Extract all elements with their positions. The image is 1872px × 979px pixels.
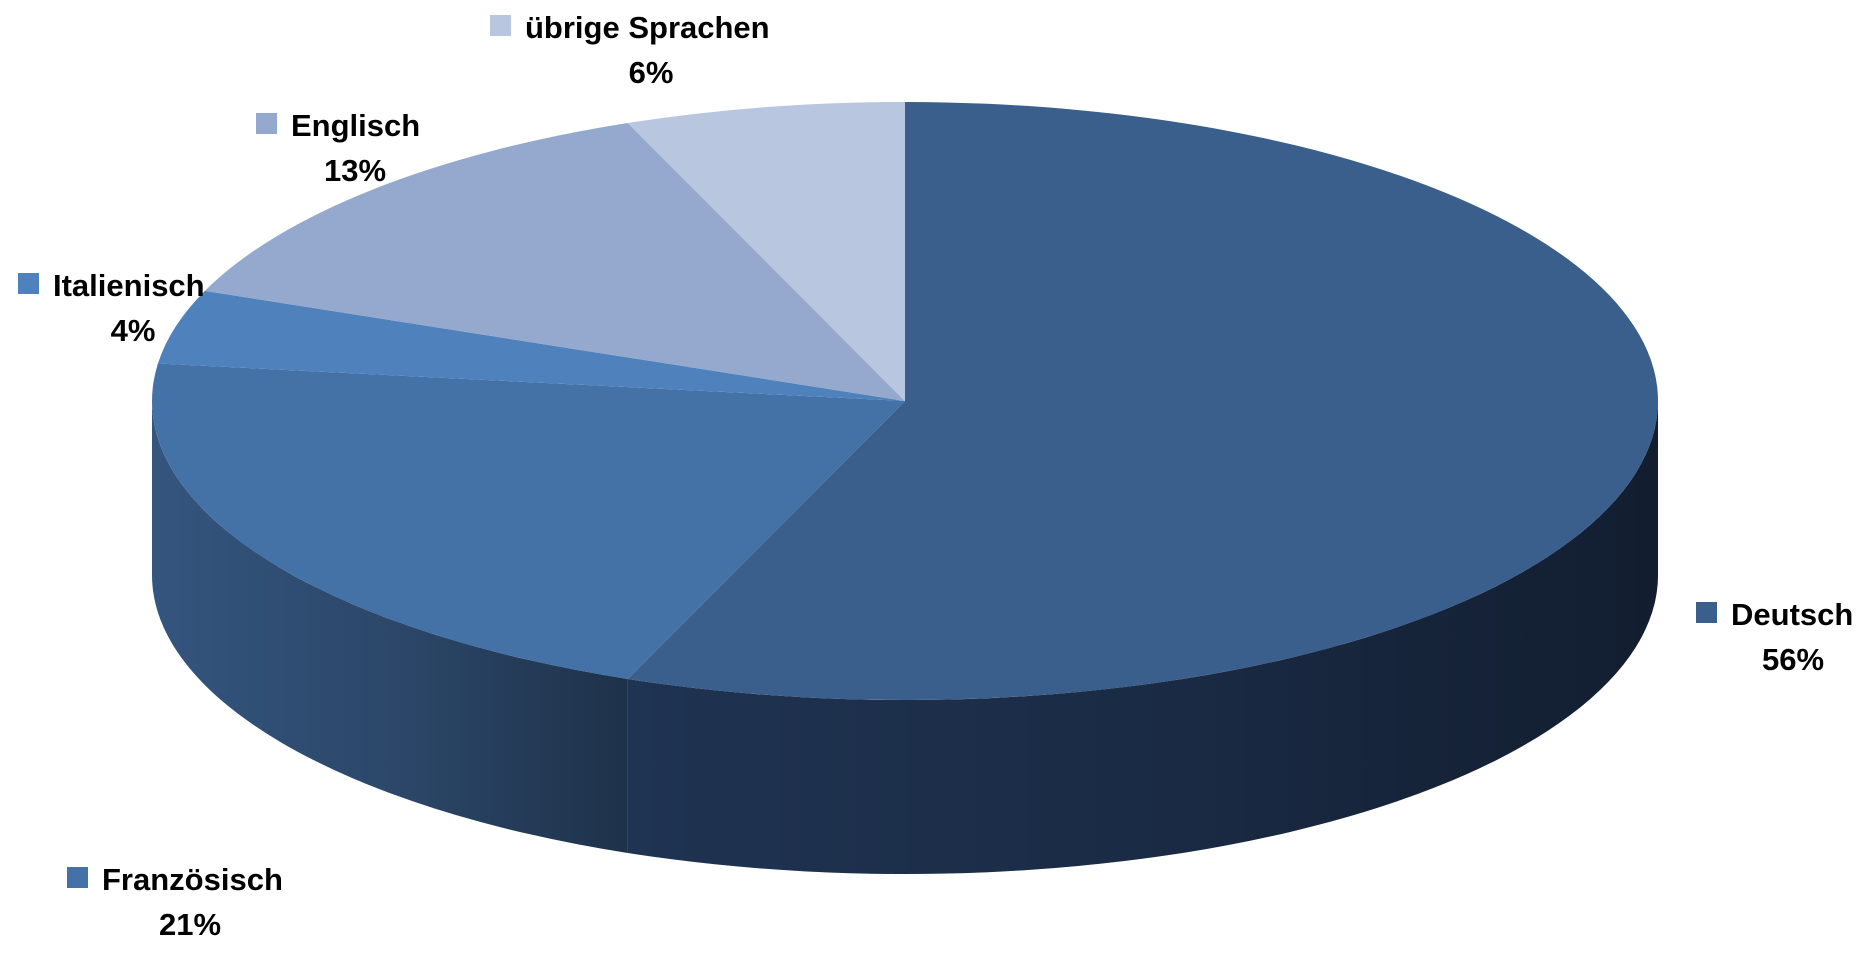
slice-value-englisch: 13% [324, 153, 386, 188]
slice-value-italienisch: 4% [111, 313, 156, 348]
pie-slice-deutsch [627, 102, 1658, 701]
pie-side-shade-deutsch [627, 401, 1658, 874]
pie-slice-franzoesisch [152, 363, 905, 680]
slice-value-franzoesisch: 21% [159, 907, 221, 942]
pie-slice-englisch [204, 122, 906, 402]
slice-label-italienisch: Italienisch [53, 268, 205, 303]
legend-swatch-deutsch [1696, 602, 1717, 623]
slice-label-deutsch: Deutsch [1731, 597, 1853, 632]
slice-label-uebrige-sprachen: übrige Sprachen [525, 10, 770, 45]
slice-label-englisch: Englisch [291, 108, 420, 143]
pie-slice-uebrige-sprachen [627, 102, 905, 401]
pie-labels: Deutsch 56% Französisch 21% Italienisch 4% Eng… [18, 10, 1853, 942]
legend-swatch-italienisch [18, 273, 39, 294]
legend-swatch-englisch [256, 113, 277, 134]
slice-label-franzoesisch: Französisch [102, 862, 283, 897]
slice-value-uebrige-sprachen: 6% [629, 55, 674, 90]
legend-swatch-uebrige-sprachen [490, 15, 511, 36]
pie-sides [152, 401, 1658, 874]
pie-slice-italienisch [157, 290, 906, 401]
pie-side-shade-franzoesisch [152, 401, 628, 854]
pie-tops [152, 102, 1658, 701]
legend-swatch-franzoesisch [67, 867, 88, 888]
slice-value-deutsch: 56% [1762, 642, 1824, 677]
